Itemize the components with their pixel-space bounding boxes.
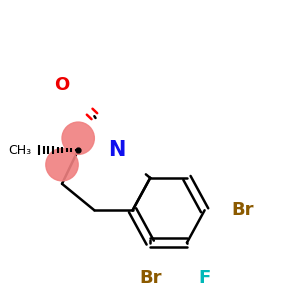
Text: CH₃: CH₃ (8, 143, 31, 157)
Circle shape (51, 74, 73, 97)
Circle shape (105, 139, 128, 161)
Circle shape (227, 194, 259, 226)
Circle shape (62, 122, 94, 154)
Text: F: F (199, 269, 211, 287)
Text: Br: Br (139, 269, 161, 287)
Text: O: O (54, 76, 70, 94)
Text: Br: Br (232, 201, 254, 219)
Circle shape (134, 262, 166, 294)
Circle shape (46, 148, 78, 181)
Text: N: N (108, 140, 125, 160)
Circle shape (194, 267, 216, 289)
